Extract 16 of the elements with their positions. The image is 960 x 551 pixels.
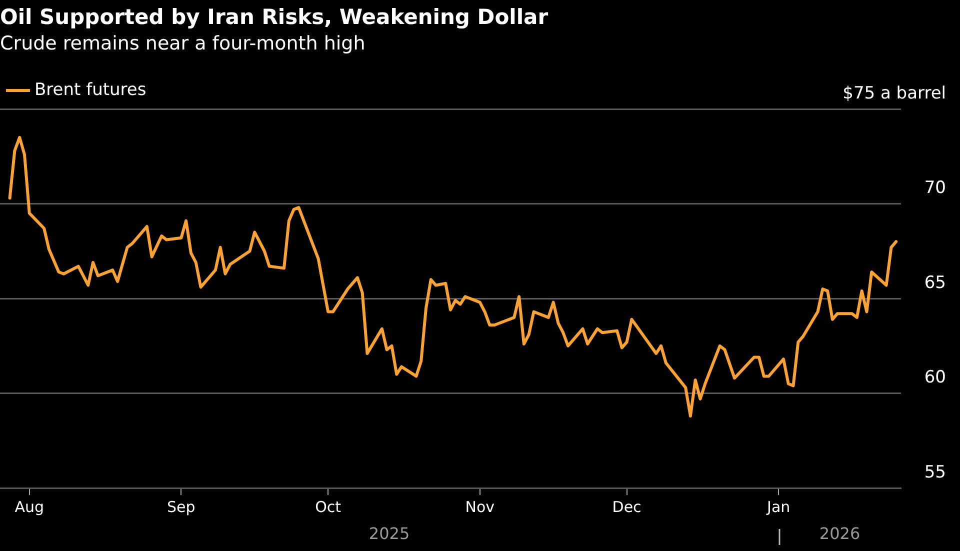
- text: 2026: [819, 524, 860, 544]
- y-tick-label: 60: [924, 368, 946, 388]
- text: 2025: [368, 524, 410, 544]
- y-tick-label: $75 a barrel: [842, 83, 946, 104]
- y-tick-label: 55: [924, 462, 946, 482]
- chart-title: Oil Supported by Iran Risks, Weakening Dollar: [0, 5, 549, 30]
- x-tick-label: Sep: [167, 498, 196, 516]
- x-tick-label: Dec: [612, 498, 642, 516]
- x-tick-label: Jan: [766, 498, 790, 516]
- x-tick-label: Aug: [14, 498, 44, 516]
- y-tick-label: 70: [924, 178, 946, 198]
- legend-label: Brent futures: [34, 80, 146, 100]
- chart-subtitle: Crude remains near a four-month high: [0, 32, 366, 55]
- x-tick-label: Oct: [315, 498, 342, 516]
- x-tick-label: Nov: [465, 498, 495, 516]
- y-tick-label: 65: [924, 272, 946, 293]
